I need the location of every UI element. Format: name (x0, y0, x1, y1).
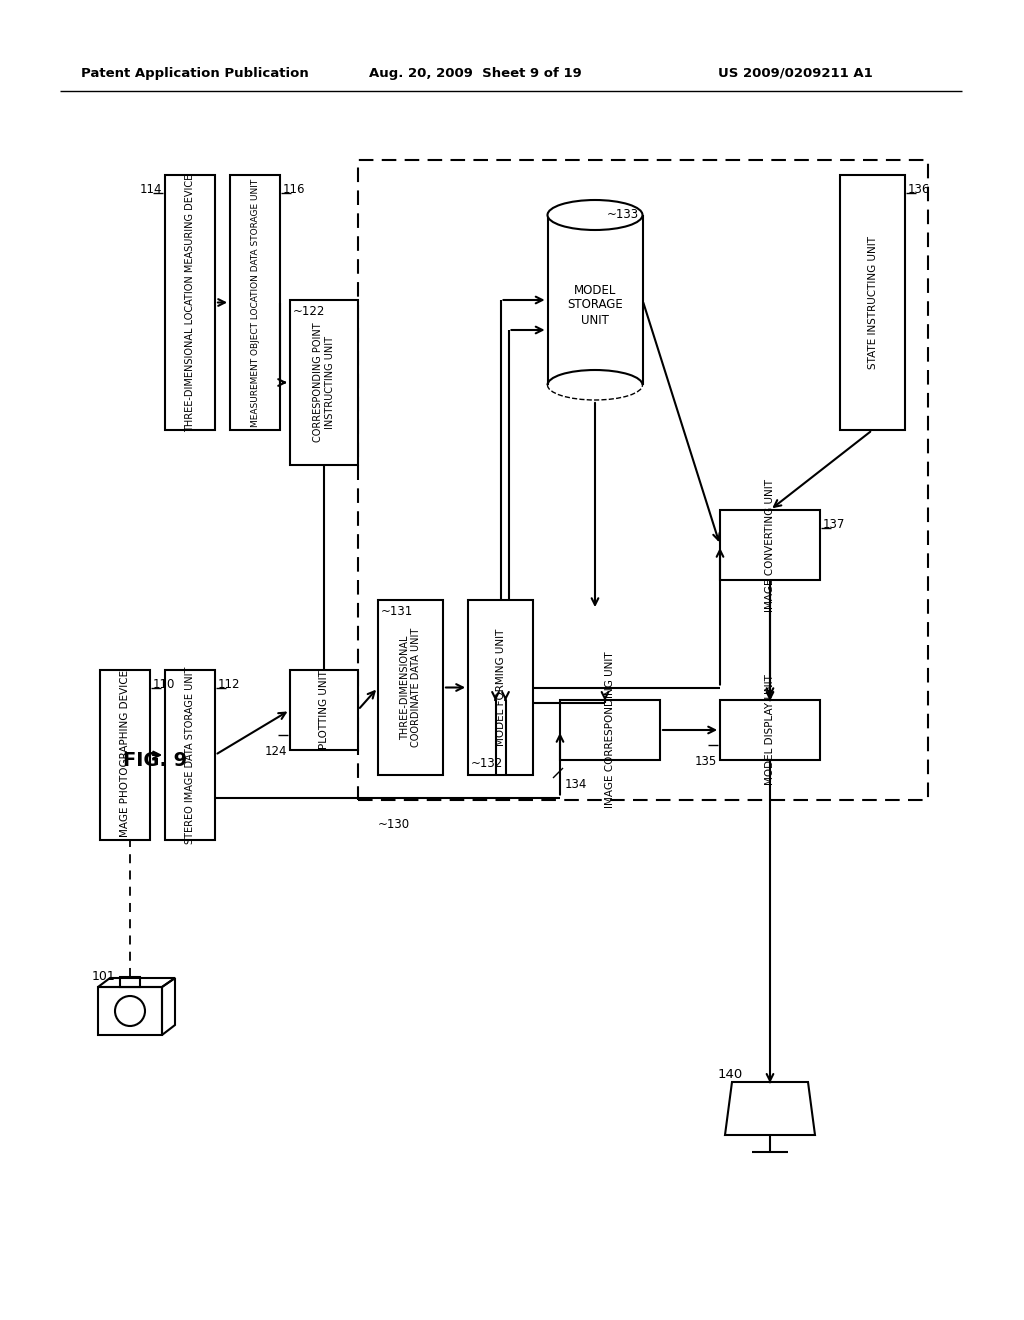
Text: 110: 110 (153, 678, 175, 690)
Text: ~122: ~122 (293, 305, 326, 318)
Text: US 2009/0209211 A1: US 2009/0209211 A1 (718, 66, 872, 79)
Bar (290, 671, 358, 750)
Text: 135: 135 (694, 755, 717, 768)
Text: IMAGE PHOTOGRAPHING DEVICE: IMAGE PHOTOGRAPHING DEVICE (120, 671, 130, 840)
Bar (720, 700, 820, 760)
Text: 136: 136 (908, 183, 931, 195)
Text: ~133: ~133 (607, 209, 639, 220)
Text: 134: 134 (565, 777, 588, 791)
Text: ~132: ~132 (471, 756, 503, 770)
Text: FIG. 9: FIG. 9 (123, 751, 187, 770)
Bar (560, 700, 660, 760)
Text: MODEL FORMING UNIT: MODEL FORMING UNIT (496, 628, 506, 746)
Text: Patent Application Publication: Patent Application Publication (81, 66, 309, 79)
Text: ~130: ~130 (378, 818, 411, 832)
Bar (840, 176, 905, 430)
Bar (548, 215, 642, 385)
Text: PLOTTING UNIT: PLOTTING UNIT (319, 671, 329, 750)
Text: 137: 137 (823, 517, 846, 531)
Text: 116: 116 (283, 183, 305, 195)
Text: THREE-DIMENSIONAL LOCATION MEASURING DEVICE: THREE-DIMENSIONAL LOCATION MEASURING DEV… (185, 173, 195, 432)
Text: MODEL
STORAGE
UNIT: MODEL STORAGE UNIT (567, 284, 623, 326)
Bar (165, 671, 215, 840)
Text: STEREO IMAGE DATA STORAGE UNIT: STEREO IMAGE DATA STORAGE UNIT (185, 667, 195, 843)
Text: THREE-DIMENSIONAL
COORDINATE DATA UNIT: THREE-DIMENSIONAL COORDINATE DATA UNIT (399, 628, 421, 747)
Bar (98, 987, 162, 1035)
Text: 124: 124 (264, 744, 287, 758)
Bar (165, 176, 215, 430)
Bar (100, 671, 150, 840)
Bar (720, 510, 820, 579)
Text: IMAGE CORRESPONDING UNIT: IMAGE CORRESPONDING UNIT (605, 652, 615, 808)
Text: MODEL DISPLAY UNIT: MODEL DISPLAY UNIT (765, 675, 775, 785)
Text: MEASUREMENT OBJECT LOCATION DATA STORAGE UNIT: MEASUREMENT OBJECT LOCATION DATA STORAGE… (251, 178, 259, 426)
Text: Aug. 20, 2009  Sheet 9 of 19: Aug. 20, 2009 Sheet 9 of 19 (369, 66, 582, 79)
Bar (290, 300, 358, 465)
Bar (120, 977, 140, 987)
Text: 140: 140 (718, 1068, 743, 1081)
Bar (230, 176, 280, 430)
Bar (378, 601, 443, 775)
Text: CORRESPONDING POINT
INSTRUCTING UNIT: CORRESPONDING POINT INSTRUCTING UNIT (313, 322, 335, 442)
Text: IMAGE CONVERTING UNIT: IMAGE CONVERTING UNIT (765, 479, 775, 611)
Text: 112: 112 (218, 678, 241, 690)
Text: 114: 114 (139, 183, 162, 195)
Text: 101: 101 (92, 970, 116, 983)
Bar (358, 160, 928, 800)
Text: ~131: ~131 (381, 605, 414, 618)
Bar (468, 601, 534, 775)
Ellipse shape (548, 201, 642, 230)
Text: STATE INSTRUCTING UNIT: STATE INSTRUCTING UNIT (867, 236, 878, 370)
